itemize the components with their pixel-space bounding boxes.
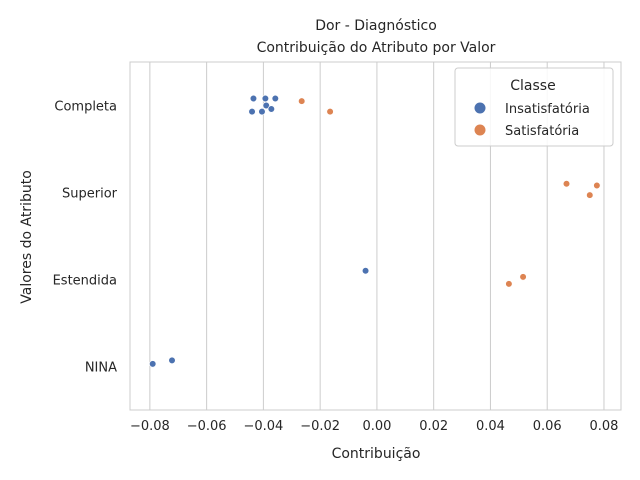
data-point <box>249 94 258 103</box>
plot-border <box>129 61 622 411</box>
data-point <box>586 191 594 199</box>
data-point <box>248 107 256 116</box>
x-tick-label: 0.04 <box>476 419 505 434</box>
x-axis-label: Contribuição <box>332 446 421 462</box>
data-point <box>562 180 571 188</box>
data-point <box>149 360 157 368</box>
data-point <box>258 107 266 116</box>
x-tick-label: −0.02 <box>300 419 340 434</box>
x-tick-label: 0.08 <box>589 419 618 434</box>
x-tick-label: −0.04 <box>243 419 283 434</box>
x-tick-label: 0.00 <box>362 419 391 434</box>
data-point <box>326 107 334 116</box>
data-point <box>519 273 527 281</box>
x-axis-ticks: −0.08 −0.06 −0.04 −0.02 0.00 0.02 0.04 0.06 0.08 <box>130 419 619 434</box>
data-point <box>298 97 306 105</box>
plot-frame <box>129 61 622 411</box>
x-tick-label: 0.06 <box>533 419 562 434</box>
y-axis-label: Valores do Atributo <box>19 170 35 304</box>
y-tick-label: NINA <box>85 361 117 376</box>
y-tick-label: Superior <box>62 187 118 202</box>
y-tick-label: Completa <box>54 100 117 115</box>
legend-box <box>454 67 614 147</box>
data-point <box>261 94 269 103</box>
chart-subtitle: Contribuição do Atributo por Valor <box>257 40 496 56</box>
legend-marker-insatisfatoria <box>474 102 486 114</box>
y-tick-label: Estendida <box>53 274 117 289</box>
data-point <box>505 280 513 288</box>
legend-label-insatisfatoria: Insatisfatória <box>505 102 590 117</box>
legend: Classe Insatisfatória Satisfatória <box>454 67 614 147</box>
legend-title: Classe <box>510 78 555 94</box>
data-point <box>262 101 270 110</box>
data-point <box>361 267 370 275</box>
data-point <box>267 105 275 113</box>
data-points <box>149 94 601 368</box>
data-point <box>168 356 176 365</box>
legend-marker-satisfatoria <box>474 124 486 136</box>
chart-title: Dor - Diagnóstico <box>315 18 437 34</box>
x-tick-label: −0.06 <box>187 419 227 434</box>
y-axis-ticks: Completa Superior Estendida NINA <box>53 100 118 376</box>
data-point <box>271 94 279 103</box>
legend-label-satisfatoria: Satisfatória <box>505 124 579 139</box>
x-tick-label: 0.02 <box>419 419 448 434</box>
data-point <box>593 181 601 190</box>
x-tick-label: −0.08 <box>130 419 170 434</box>
